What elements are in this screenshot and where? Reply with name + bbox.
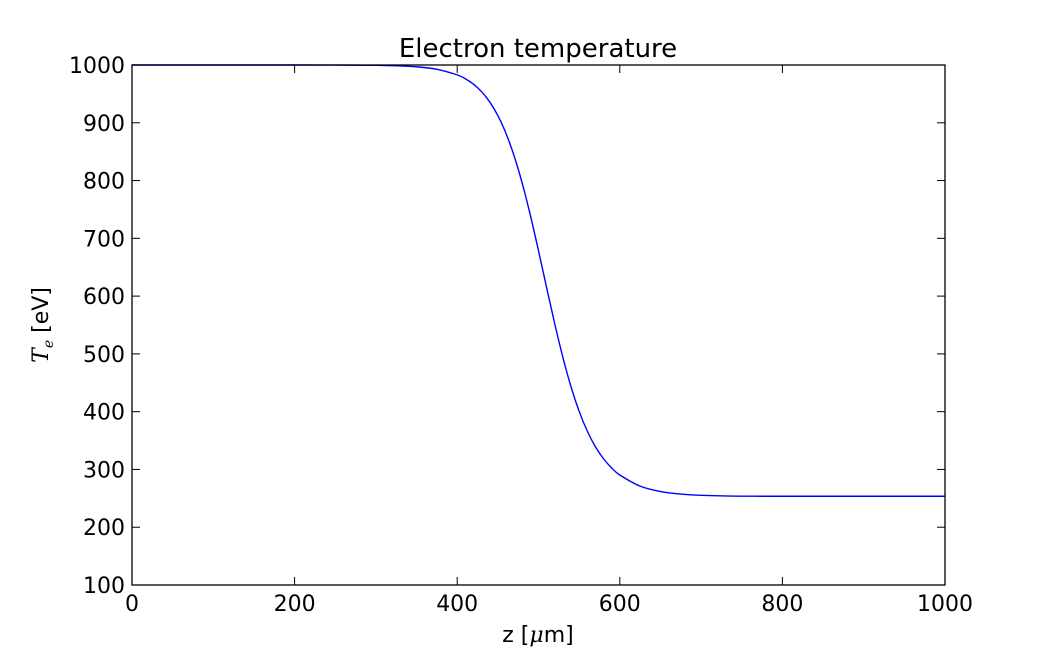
series-group [132,64,945,497]
x-tick-label: 0 [125,592,139,617]
x-tick-label: 400 [436,592,478,617]
y-tick-label: 800 [83,170,125,195]
y-tick-label: 600 [83,285,125,310]
y-tick-label: 300 [83,458,125,483]
plot-frame [131,64,946,586]
y-axis-label-suffix: [eV] [29,287,54,340]
y-tick-label: 100 [83,574,125,599]
y-axis-label-symbol: T [29,346,54,363]
y-tick-label: 1000 [69,54,125,79]
plot-area [131,64,946,586]
x-tick-label: 200 [274,592,316,617]
x-tick-label: 600 [599,592,641,617]
x-tick-labels: 0 200 400 600 800 1000 [125,592,973,617]
y-axis-label-subscript: e [41,340,57,348]
x-axis-label-prefix: z [ [502,623,529,648]
series-line [132,64,945,497]
chart-title: Electron temperature [399,34,677,64]
y-tick-label: 900 [83,112,125,137]
y-tick-label: 400 [83,401,125,426]
y-axis-label: Te [eV] [29,287,57,363]
y-tick-labels: 100 200 300 400 500 600 700 800 900 1000 [69,54,125,599]
x-axis-label-suffix: m] [544,623,574,648]
y-tick-label: 500 [83,343,125,368]
x-tick-label: 800 [761,592,803,617]
y-tick-label: 700 [83,227,125,252]
y-tick-label: 200 [83,516,125,541]
x-axis-label: z [μm] [502,623,573,648]
x-axis-label-mu: μ [529,623,543,648]
plot-background [132,65,945,585]
x-tick-label: 1000 [917,592,973,617]
